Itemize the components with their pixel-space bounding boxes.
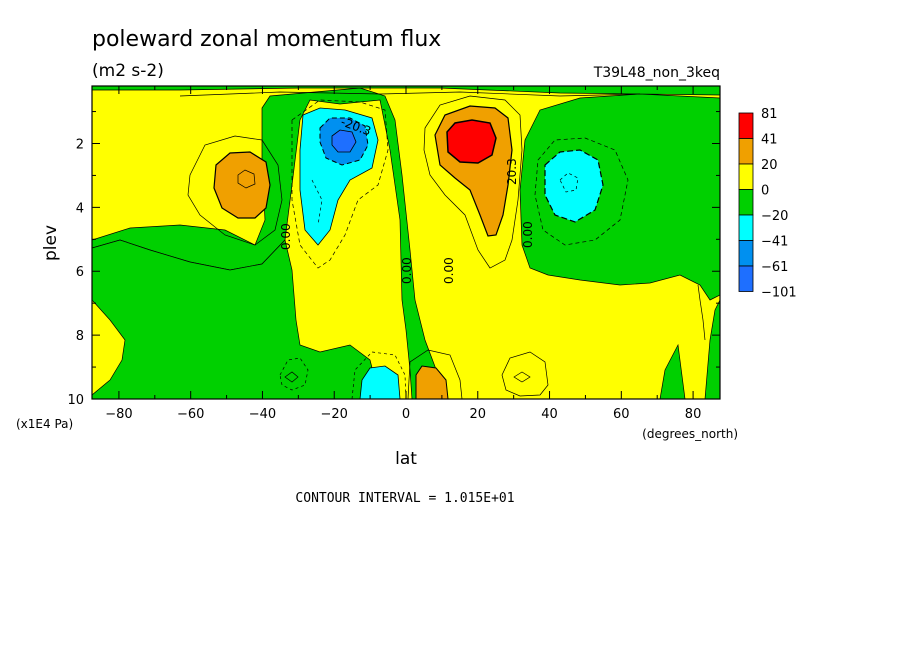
contour-label: 20.3 [505,158,519,185]
y-tick-label: 8 [76,329,84,344]
y-axis-label: plev [41,225,61,261]
x-axis-label: lat [395,449,417,469]
contour-nh-surface-inner [513,371,531,383]
x-tick-label: 40 [541,407,558,422]
contour-nh-neg-outer [534,137,629,246]
fill-nh-green [519,93,720,301]
x-tick-label: −60 [177,407,204,422]
fill-surface-cyan [359,365,401,399]
x-axis: −80 −60 −40 −20 0 20 40 60 80 [105,86,701,422]
contour-sh-pos-inner [237,169,256,189]
fill-nh-red [446,119,497,164]
colorbar-level: 41 [761,133,778,148]
contour-nh-neg-inner [559,172,579,193]
colorbar-swatch [738,214,754,241]
y-tick-label: 10 [67,393,84,408]
colorbar-level: −20 [761,209,788,224]
fill-surface-orange [415,365,449,399]
fill-sh-orange [213,151,271,219]
y-axis: 2 4 6 8 10 [67,111,720,408]
fill-nh-cyan [544,149,604,223]
x-tick-label: −20 [321,407,348,422]
fill-nh-green-edge [704,299,720,399]
x-tick-label: −40 [249,407,276,422]
colorbar-level: −101 [761,286,797,301]
chart-units: (m2 s-2) [92,61,164,81]
contour-nh-edge [697,284,706,341]
contour-center-surface [351,351,407,399]
x-tick-label: 60 [613,407,630,422]
colorbar-level: 0 [761,184,769,199]
contour-label: 0.00 [521,221,535,248]
contour-interval: CONTOUR INTERVAL = 1.015E+01 [295,491,514,506]
contour-top-band [179,91,641,97]
y-tick-label: 6 [76,265,84,280]
contour-sh-surface-inner [284,371,299,383]
contour-sh-surface [279,357,309,391]
contour-sh-neg-inner [311,179,323,226]
x-tick-label: 20 [469,407,486,422]
colorbar: 81 41 20 0 −20 −41 −61 −101 [738,107,797,301]
colorbar-level: 81 [761,107,778,122]
y-axis-units: (x1E4 Pa) [16,417,73,431]
colorbar-level: −61 [761,260,788,275]
colorbar-swatch [738,189,754,216]
colorbar-level: −41 [761,235,788,250]
contour-nh-pos-outer [423,95,523,269]
colorbar-level: 20 [761,158,778,173]
y-tick-label: 2 [76,137,84,152]
colorbar-swatch [738,138,754,165]
contour-center-surface-pos [407,349,463,399]
x-axis-units: (degrees_north) [642,427,738,441]
colorbar-swatch [738,163,754,190]
contour-lines [179,91,706,399]
colorbar-swatch [738,240,754,267]
x-tick-label: 80 [685,407,702,422]
contour-nh-surface [501,351,549,397]
fill-sh-green-lower [92,239,381,399]
fill-sh-deepblue [331,129,357,153]
contour-label: 0.00 [442,257,456,284]
chart-title: poleward zonal momentum flux [92,27,441,52]
contour-label: 0.00 [400,257,414,284]
contour-label: 0.00 [279,223,293,250]
y-tick-label: 4 [76,201,84,216]
x-tick-label: 0 [402,407,410,422]
fill-nh-green-lower [659,343,686,399]
colorbar-swatch [738,112,754,139]
fill-top-green [92,86,720,96]
x-tick-label: −80 [105,407,132,422]
plot-area: -20.3 0.00 0.00 0.00 20.3 0.00 [92,86,720,399]
contour-sh-pos-outer [187,135,283,246]
colorbar-swatch [738,265,754,292]
run-label: T39L48_non_3keq [593,65,720,81]
